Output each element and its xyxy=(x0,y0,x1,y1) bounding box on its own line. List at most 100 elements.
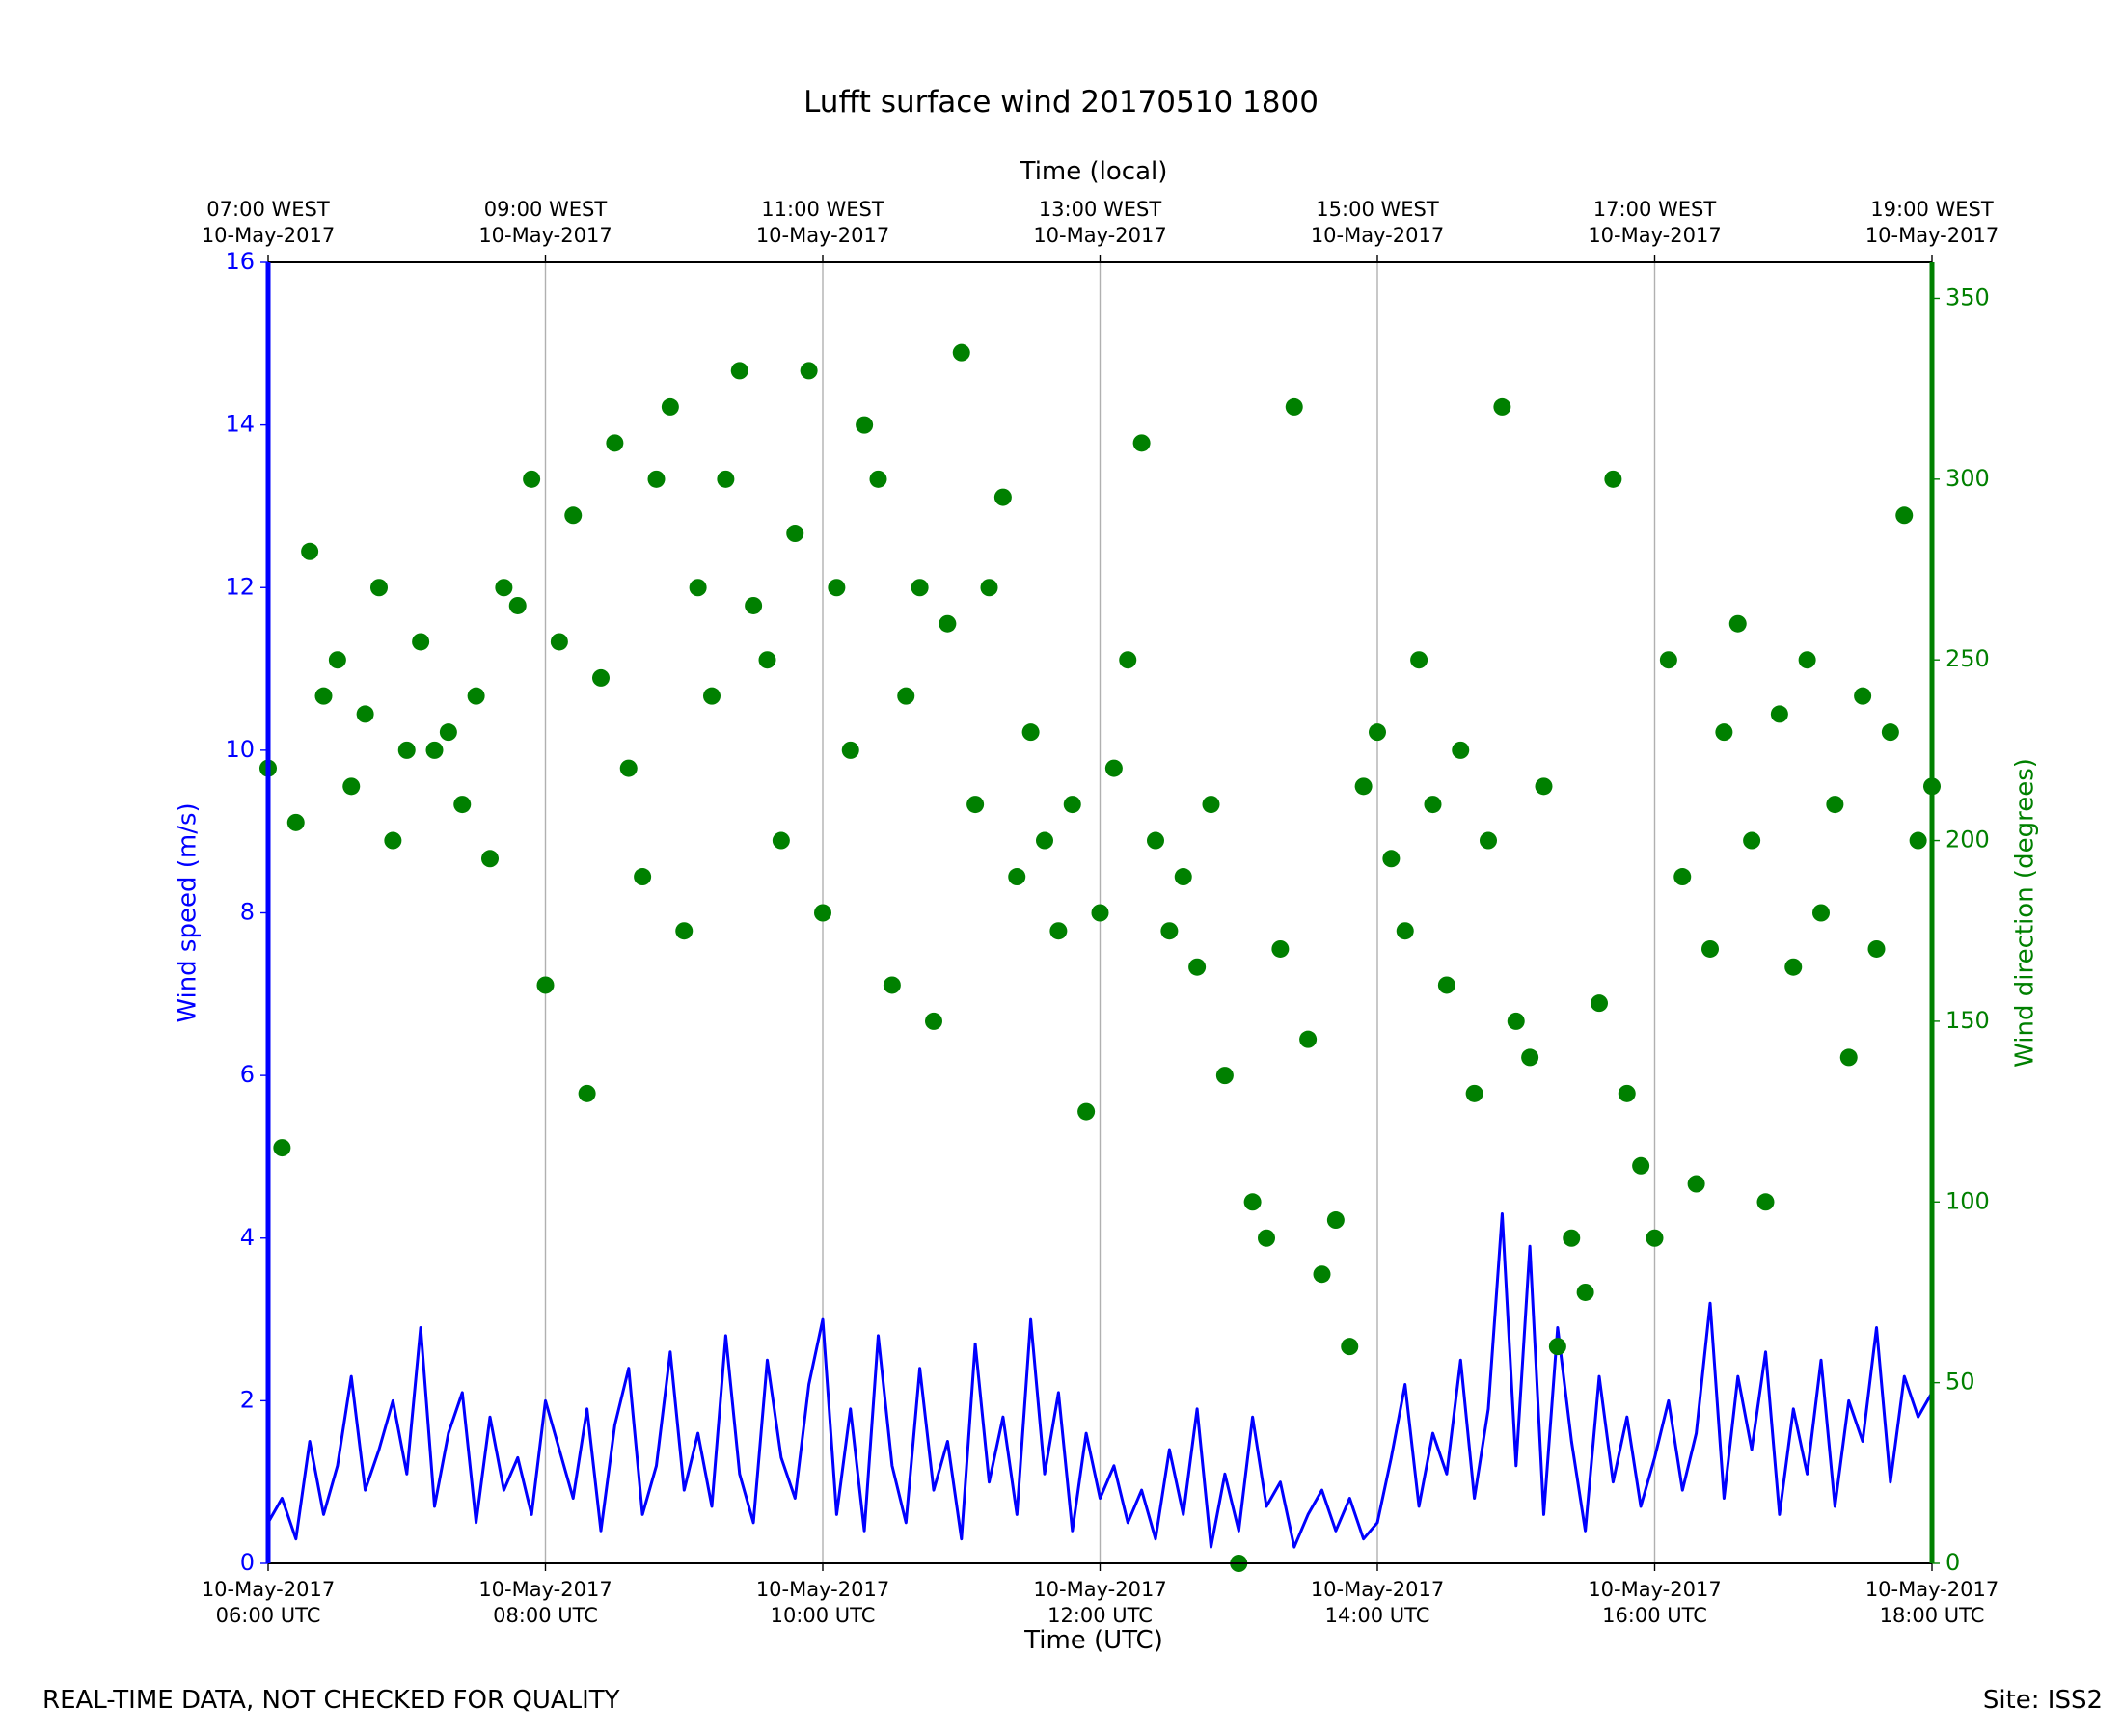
wind-direction-point xyxy=(328,651,346,669)
wind-direction-point xyxy=(1743,831,1761,850)
y-tick-label: 14 xyxy=(225,411,255,438)
wind-direction-point xyxy=(356,705,374,723)
wind-direction-point xyxy=(675,922,694,940)
wind-direction-point xyxy=(1632,1156,1650,1175)
wind-direction-point xyxy=(1659,651,1677,669)
wind-direction-point xyxy=(439,723,457,742)
wind-direction-point xyxy=(1673,868,1692,886)
wind-direction-point xyxy=(952,343,970,362)
wind-direction-point xyxy=(1604,470,1622,488)
y2-tick-label: 200 xyxy=(1945,827,1990,854)
wind-direction-point xyxy=(1646,1229,1664,1247)
wind-direction-point xyxy=(523,470,541,488)
wind-direction-point xyxy=(1839,1048,1858,1067)
wind-direction-point xyxy=(286,813,305,831)
wind-direction-point xyxy=(1049,922,1068,940)
x-tick-label: 10-May-2017 18:00 UTC xyxy=(1864,1578,2000,1627)
wind-direction-point xyxy=(1618,1084,1636,1102)
wind-direction-point xyxy=(1465,1084,1483,1102)
wind-direction-point xyxy=(689,579,707,597)
wind-direction-point xyxy=(897,687,915,705)
footer-note: REAL-TIME DATA, NOT CHECKED FOR QUALITY xyxy=(42,1686,620,1715)
wind-direction-point xyxy=(1424,796,1442,814)
wind-direction-point xyxy=(1132,434,1151,452)
wind-direction-point xyxy=(1341,1338,1359,1356)
chart-title: Lufft surface wind 20170510 1800 xyxy=(803,85,1319,120)
wind-direction-point xyxy=(1104,759,1123,777)
wind-direction-point xyxy=(1215,1067,1234,1085)
wind-direction-point xyxy=(1285,397,1303,416)
wind-direction-point xyxy=(1591,994,1608,1013)
wind-direction-point xyxy=(1701,939,1719,958)
wind-direction-point xyxy=(550,633,568,651)
wind-direction-point xyxy=(661,397,679,416)
wind-direction-point xyxy=(1382,850,1401,868)
wind-direction-point xyxy=(993,488,1012,506)
wind-direction-point xyxy=(508,596,527,614)
wind-direction-point xyxy=(1271,939,1290,958)
y2-tick-label: 50 xyxy=(1945,1369,1975,1396)
wind-direction-point xyxy=(578,1084,596,1102)
y-tick-label: 10 xyxy=(225,736,255,763)
site-label: Site: ISS2 xyxy=(1982,1686,2103,1715)
wind-direction-point xyxy=(883,976,901,994)
wind-direction-point xyxy=(1854,687,1872,705)
wind-direction-point xyxy=(1174,868,1192,886)
wind-direction-point xyxy=(592,668,610,687)
wind-direction-point xyxy=(1452,741,1470,759)
wind-direction-point xyxy=(1812,904,1830,922)
wind-direction-point xyxy=(273,1139,291,1157)
wind-direction-point xyxy=(467,687,485,705)
wind-direction-point xyxy=(980,579,998,597)
wind-direction-point xyxy=(717,470,735,488)
y-tick-label: 12 xyxy=(225,573,255,600)
wind-direction-point xyxy=(856,416,874,434)
wind-direction-point xyxy=(828,579,846,597)
y-tick-label: 16 xyxy=(225,248,255,275)
wind-direction-point xyxy=(342,777,361,796)
x2-axis-label: Time (local) xyxy=(1020,157,1168,186)
wind-direction-point xyxy=(966,796,985,814)
wind-direction-point xyxy=(619,759,638,777)
wind-direction-point xyxy=(1480,831,1497,850)
wind-direction-point xyxy=(1770,705,1788,723)
x2-tick-label: 07:00 WEST 10-May-2017 xyxy=(201,198,336,247)
wind-direction-point xyxy=(647,470,666,488)
wind-direction-point xyxy=(1826,796,1844,814)
wind-direction-point xyxy=(606,434,624,452)
wind-direction-point xyxy=(564,506,583,525)
wind-direction-point xyxy=(939,614,957,633)
wind-direction-point xyxy=(1535,777,1553,796)
wind-direction-point xyxy=(772,831,790,850)
wind-direction-point xyxy=(841,741,859,759)
y-tick-label: 0 xyxy=(240,1549,255,1576)
wind-direction-point xyxy=(1798,651,1816,669)
wind-direction-point xyxy=(1507,1012,1525,1030)
wind-direction-point xyxy=(1299,1030,1318,1048)
wind-direction-point xyxy=(1521,1048,1539,1067)
y-tick-label: 6 xyxy=(240,1061,255,1088)
x2-tick-label: 13:00 WEST 10-May-2017 xyxy=(1033,198,1167,247)
y2-tick-label: 250 xyxy=(1945,645,1990,672)
wind-direction-point xyxy=(1909,831,1927,850)
x-tick-label: 10-May-2017 06:00 UTC xyxy=(201,1578,336,1627)
wind-direction-point xyxy=(1008,868,1026,886)
wind-direction-point xyxy=(1077,1102,1096,1121)
x-tick-label: 10-May-2017 12:00 UTC xyxy=(1033,1578,1167,1627)
wind-direction-point xyxy=(384,831,402,850)
x-axis-label: Time (UTC) xyxy=(1024,1626,1163,1655)
wind-direction-point xyxy=(1410,651,1428,669)
y2-tick-label: 350 xyxy=(1945,284,1990,311)
wind-direction-point xyxy=(1493,397,1511,416)
wind-direction-point xyxy=(814,904,831,922)
wind-direction-point xyxy=(536,976,555,994)
y-axis-label: Wind speed (m/s) xyxy=(174,802,203,1022)
wind-direction-point xyxy=(1437,976,1455,994)
wind-direction-point xyxy=(1091,904,1109,922)
wind-direction-point xyxy=(1784,958,1803,976)
y-tick-label: 4 xyxy=(240,1224,255,1251)
x-tick-label: 10-May-2017 16:00 UTC xyxy=(1588,1578,1722,1627)
wind-direction-point xyxy=(925,1012,942,1030)
